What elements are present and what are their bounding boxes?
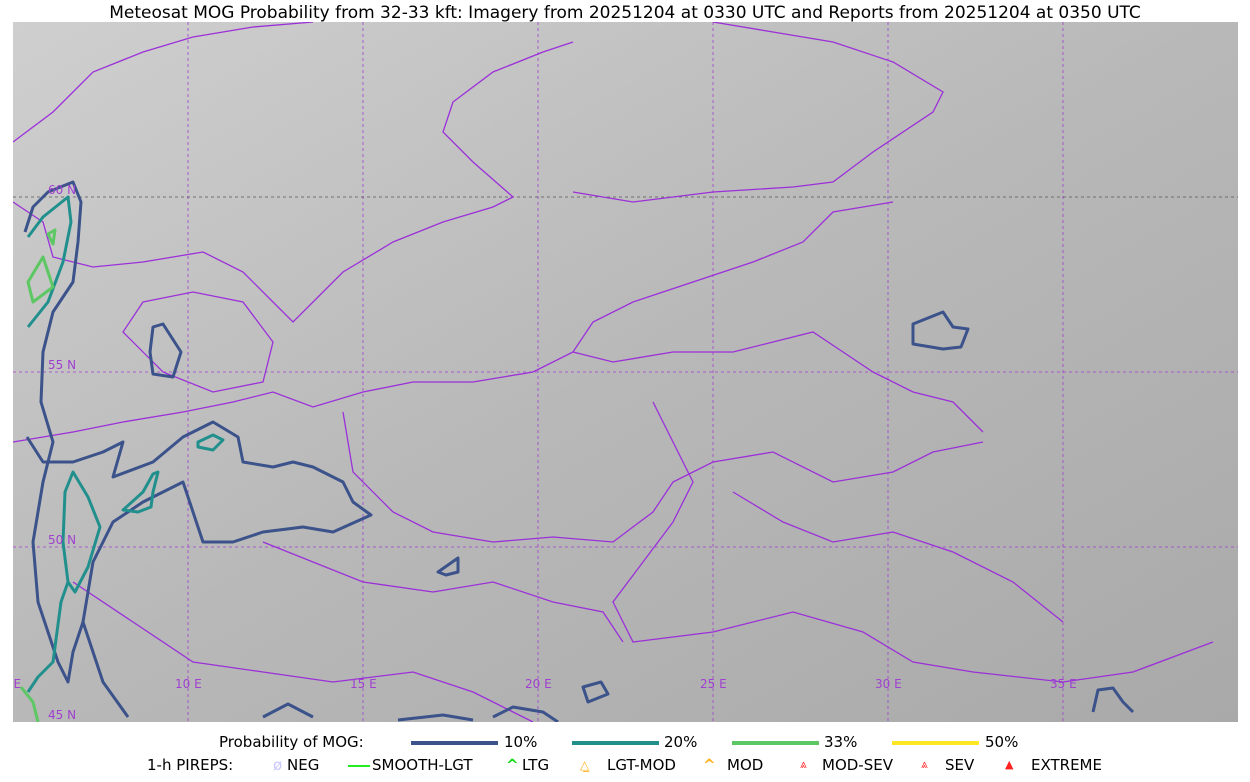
satellite-map: 60 N 55 N 50 N 45 N 5 E 10 E 15 E 20 E 2…: [13, 22, 1238, 722]
lon-label: 30 E: [875, 677, 902, 691]
legend-label-20: 20%: [664, 733, 698, 751]
pirep-label-ltg: LTG: [522, 756, 550, 774]
contour-33-percent: [19, 228, 57, 722]
line-icon: [348, 765, 370, 767]
contour-10-percent: [436, 556, 460, 577]
probability-legend-title: Probability of MOG:: [219, 733, 364, 751]
pirep-label-mod: MOD: [727, 756, 764, 774]
legend-line-50: [892, 741, 979, 745]
lon-label: 35 E: [1050, 677, 1077, 691]
pirep-label-sev: SEV: [945, 756, 975, 774]
grid-labels: 60 N 55 N 50 N 45 N 5 E 10 E 15 E 20 E 2…: [13, 183, 1077, 722]
pirep-label-smooth-lgt: SMOOTH-LGT: [372, 756, 473, 774]
pirep-label-neg: NEG: [287, 756, 320, 774]
legend-line-10: [411, 741, 498, 745]
legend-label-50: 50%: [985, 733, 1019, 751]
pireps-legend-title: 1-h PIREPS:: [147, 756, 234, 774]
gridlines: [13, 22, 1238, 722]
contour-10-percent: [23, 180, 130, 718]
lat-label: 60 N: [48, 183, 76, 197]
caret-bar-icon: △̲: [580, 758, 590, 772]
country-borders: [13, 22, 1214, 722]
legend-label-10: 10%: [504, 733, 538, 751]
contour-20-percent: [26, 470, 102, 693]
map-title: Meteosat MOG Probability from 32-33 kft:…: [109, 3, 1141, 23]
pirep-label-lgt-mod: LGT-MOD: [607, 756, 676, 774]
contour-10-percent: [581, 680, 610, 704]
lon-label: 5 E: [13, 677, 21, 691]
contour-20-percent: [121, 470, 160, 514]
contour-10-percent: [911, 310, 970, 351]
contour-10-percent: [262, 702, 559, 722]
neg-circle-icon: ø: [273, 756, 283, 774]
lat-label: 55 N: [48, 358, 76, 372]
lat-label: 50 N: [48, 533, 76, 547]
legend-line-33: [732, 741, 819, 745]
legend-line-20: [572, 741, 659, 745]
contour-20-percent: [196, 433, 225, 452]
caret-icon: ^: [703, 756, 716, 774]
double-caret-icon: ⩓: [921, 757, 928, 771]
pirep-label-mod-sev: MOD-SEV: [822, 756, 893, 774]
contour-10-percent: [25, 420, 373, 623]
lon-label: 10 E: [175, 677, 202, 691]
contour-10-percent: [1091, 686, 1135, 714]
filled-triangle-icon: ▲: [1005, 758, 1014, 771]
lon-label: 15 E: [350, 677, 377, 691]
lon-label: 20 E: [525, 677, 552, 691]
lat-label: 45 N: [48, 708, 76, 722]
mog-contours: [19, 180, 1135, 722]
double-caret-bar-icon: ⩓: [800, 757, 807, 771]
contour-20-percent: [26, 195, 73, 328]
pirep-label-extreme: EXTREME: [1031, 756, 1102, 774]
legend-label-33: 33%: [824, 733, 858, 751]
caret-icon: ^: [506, 756, 519, 774]
contour-10-percent: [148, 322, 183, 379]
lon-label: 25 E: [700, 677, 727, 691]
